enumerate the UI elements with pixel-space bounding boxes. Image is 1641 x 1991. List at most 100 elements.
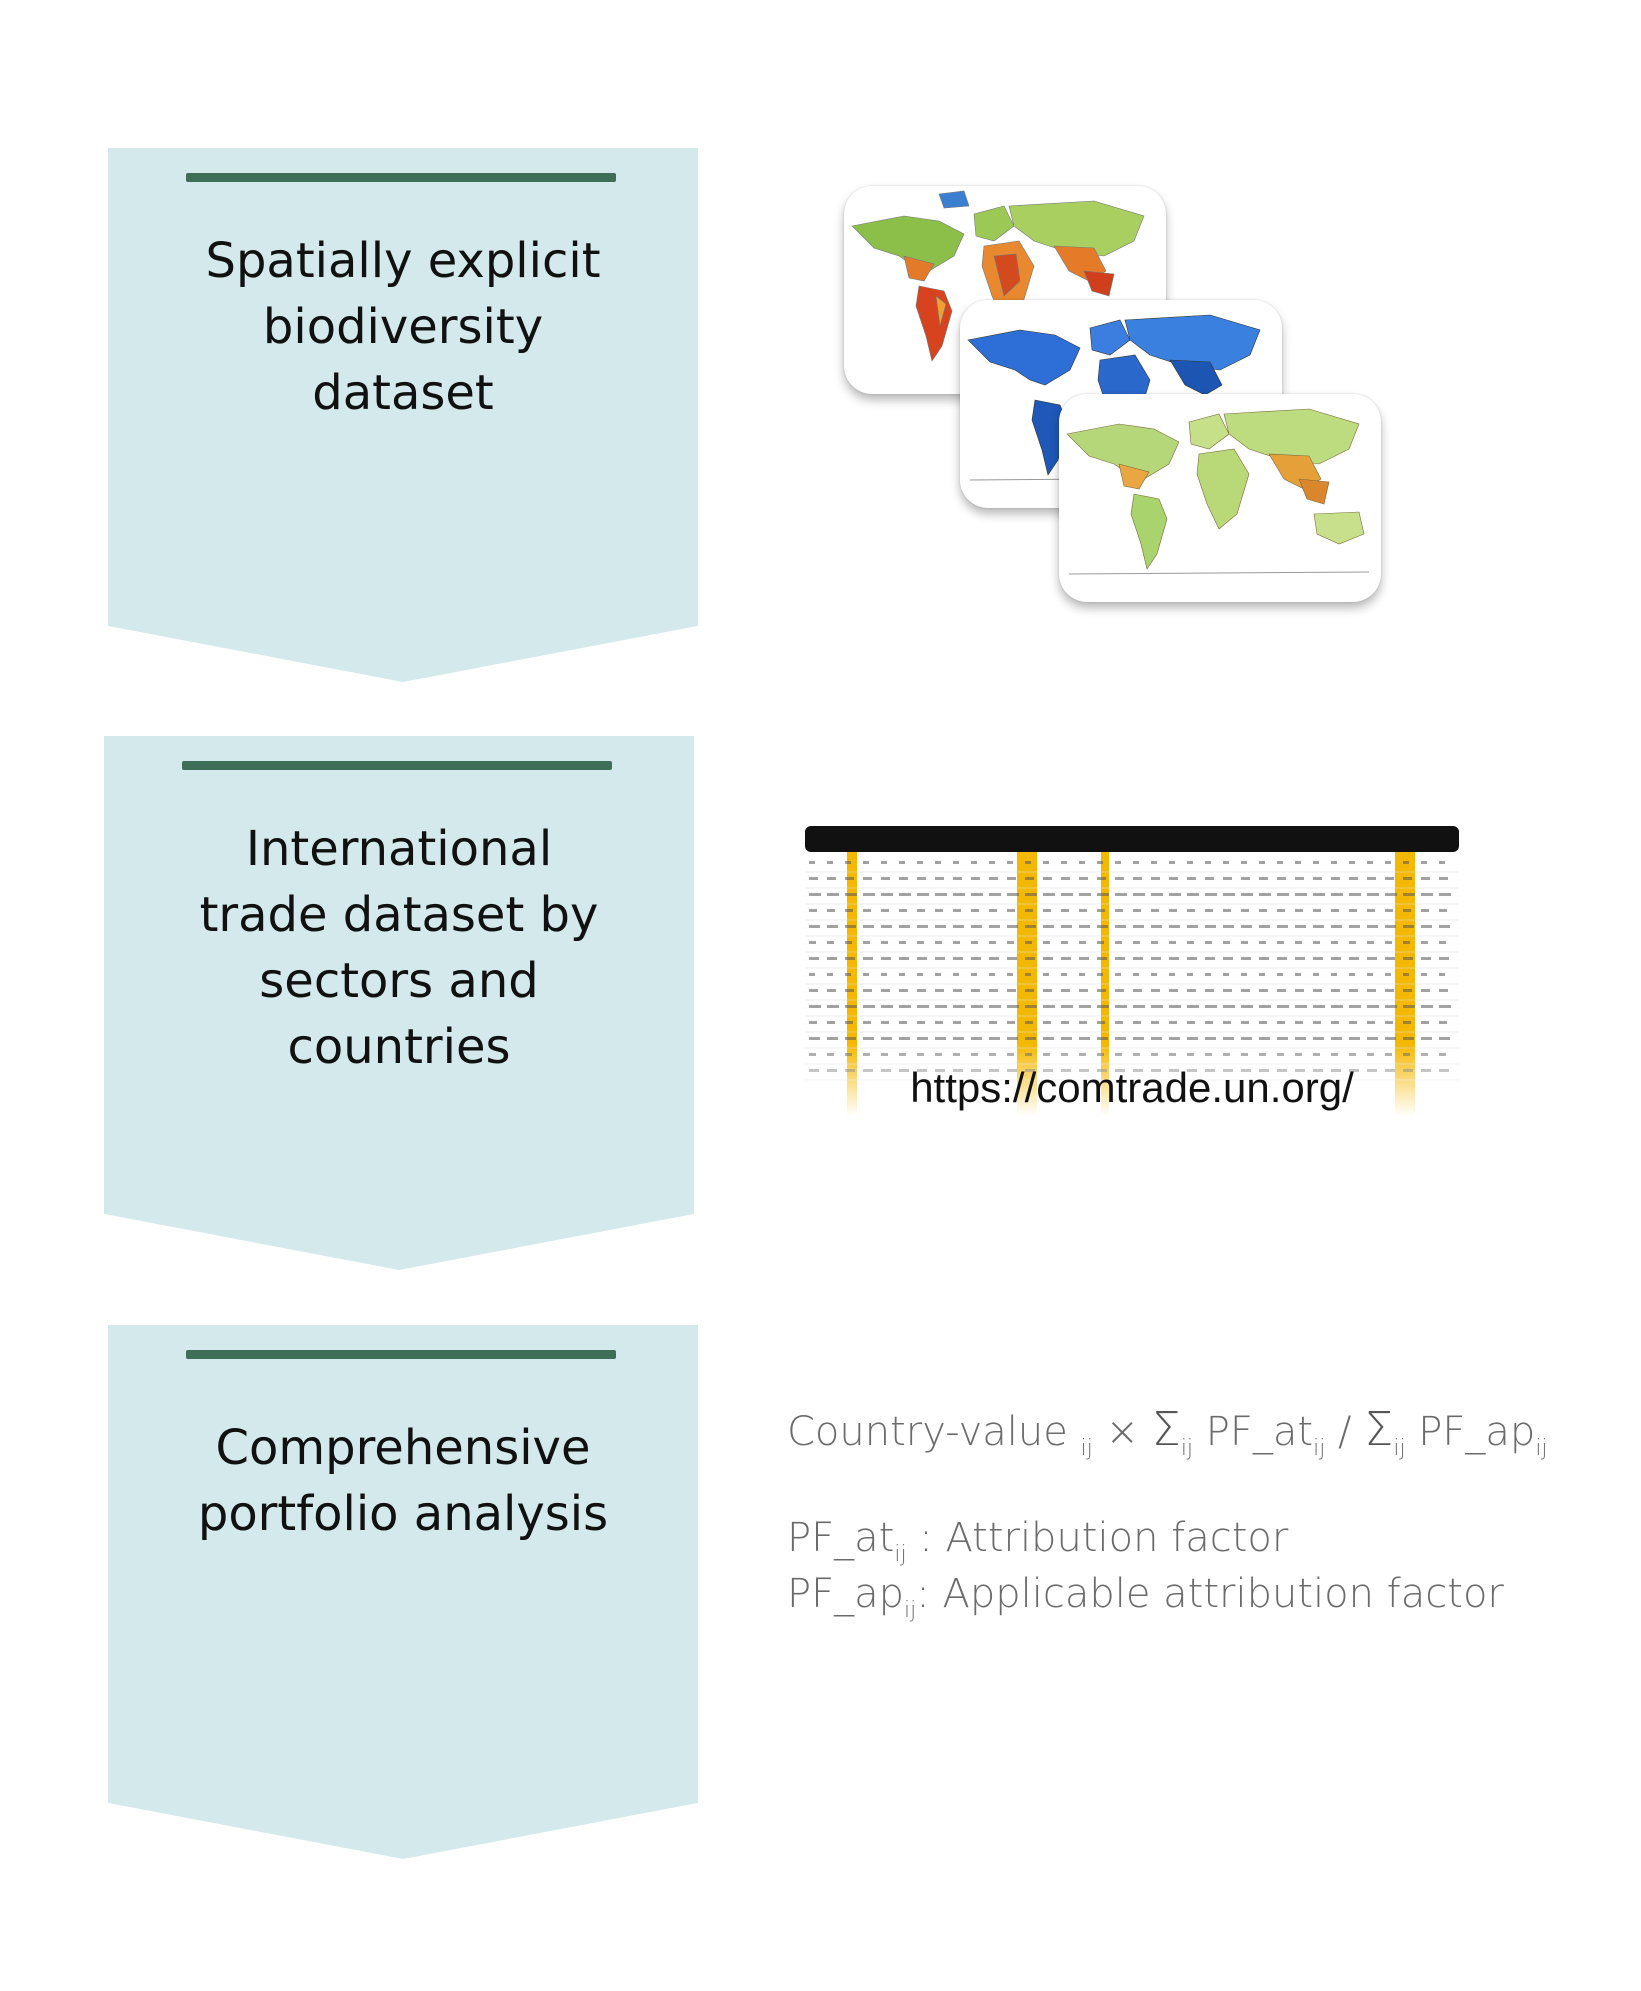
table-cell-text [1151,957,1161,960]
table-cell-text [1205,861,1211,864]
table-cell-text [1349,877,1358,880]
table-cell-text [1313,957,1323,960]
table-cell-text [1115,909,1123,912]
table-cell-text [1133,941,1140,944]
formula-sub-1: ij [1080,1436,1093,1461]
table-cell-text [1349,989,1358,992]
table-cell-text [1241,1005,1253,1008]
table-cell-text [1133,1021,1141,1024]
table-cell-text [899,941,906,944]
table-cell-text [1313,989,1322,992]
table-cell-text [1061,925,1072,928]
table-cell-text [1097,973,1103,976]
table-cell-text [809,1005,821,1008]
table-cell-text [863,925,874,928]
table-cell-text [863,909,871,912]
table-cell-text [881,909,889,912]
table-cell-text [1097,893,1109,896]
table-cell-text [1241,925,1252,928]
table-cell-text [1205,909,1213,912]
table-cell-text [845,909,853,912]
table-cell-text [1079,925,1090,928]
table-cell-text [1223,861,1229,864]
table-cell-text [1205,989,1214,992]
table-cell-text [1349,861,1355,864]
table-cell-text [1133,909,1141,912]
table-cell-text [953,973,959,976]
sigma-icon-2: Σ [1364,1402,1394,1456]
table-cell-text [899,973,905,976]
table-cell-text [917,1021,925,1024]
table-cell-text [1151,909,1159,912]
table-cell-text [1349,957,1359,960]
table-cell-text [809,893,821,896]
table-cell-text [1115,989,1124,992]
table-cell-text [1241,1021,1249,1024]
table-cell-text [1295,1005,1307,1008]
table-cell-text [881,989,890,992]
table-cell-text [1367,925,1378,928]
table-cell-text [1277,989,1286,992]
table-cell-text [1097,1021,1105,1024]
table-cell-text [971,973,977,976]
table-cell-text [1277,1005,1289,1008]
table-cell-text [1385,1037,1396,1040]
table-cell-text [845,1037,856,1040]
table-cell-text [1097,861,1103,864]
table-cell-text [1439,973,1445,976]
table-cell-text [827,909,835,912]
table-cell-text [899,1005,911,1008]
step-1-label: Spatially explicit biodiversity dataset [108,228,698,426]
table-cell-text [863,877,872,880]
table-cell-text [1115,1005,1127,1008]
table-cell-text [971,1005,983,1008]
table-cell-text [1367,989,1376,992]
table-cell-text [1079,877,1088,880]
table-cell-text [989,973,995,976]
formula-times: × [1105,1409,1140,1455]
table-cell-text [935,941,942,944]
table-cell-text [1187,1037,1198,1040]
table-cell-text [1007,1037,1018,1040]
table-cell-text [1187,861,1193,864]
table-cell-text [1223,989,1232,992]
table-cell-text [809,941,816,944]
trade-url[interactable]: https://comtrade.un.org/ [910,1064,1354,1111]
table-cell-text [1025,909,1033,912]
table-cell-text [1295,893,1307,896]
table-cell-text [1169,893,1181,896]
table-cell-text [1421,1005,1433,1008]
table-cell-text [1295,909,1303,912]
table-cell-text [935,989,944,992]
table-cell-text [1187,957,1197,960]
table-cell-text [1403,861,1409,864]
def-at-sub: ij [894,1542,907,1567]
table-cell-text [863,941,870,944]
formula-slash: / [1338,1409,1352,1455]
table-cell-text [1439,861,1445,864]
table-cell-text [1349,1005,1361,1008]
table-cell-text [1007,941,1014,944]
table-cell-text [899,989,908,992]
table-cell-text [917,909,925,912]
table-cell-text [899,893,911,896]
table-cell-text [989,1021,997,1024]
table-cell-text [863,1037,874,1040]
table-cell-text [971,1037,982,1040]
table-cell-text [1439,957,1449,960]
table-cell-text [917,973,923,976]
table-cell-text [1331,989,1340,992]
table-cell-text [1079,989,1088,992]
table-cell-text [827,925,838,928]
table-cell-text [1367,877,1376,880]
table-cell-text [971,925,982,928]
table-cell-text [1223,893,1235,896]
table-cell-text [1025,989,1034,992]
table-cell-text [1259,1005,1271,1008]
table-cell-text [1295,941,1302,944]
table-cell-text [1331,1037,1342,1040]
table-cell-text [1349,973,1355,976]
table-cell-text [1313,1037,1324,1040]
table-cell-text [1007,1021,1015,1024]
table-cell-text [1259,957,1269,960]
